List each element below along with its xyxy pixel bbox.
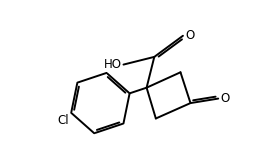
Text: Cl: Cl [57, 114, 69, 127]
Text: O: O [185, 29, 194, 42]
Text: O: O [220, 92, 230, 105]
Text: HO: HO [104, 58, 122, 71]
